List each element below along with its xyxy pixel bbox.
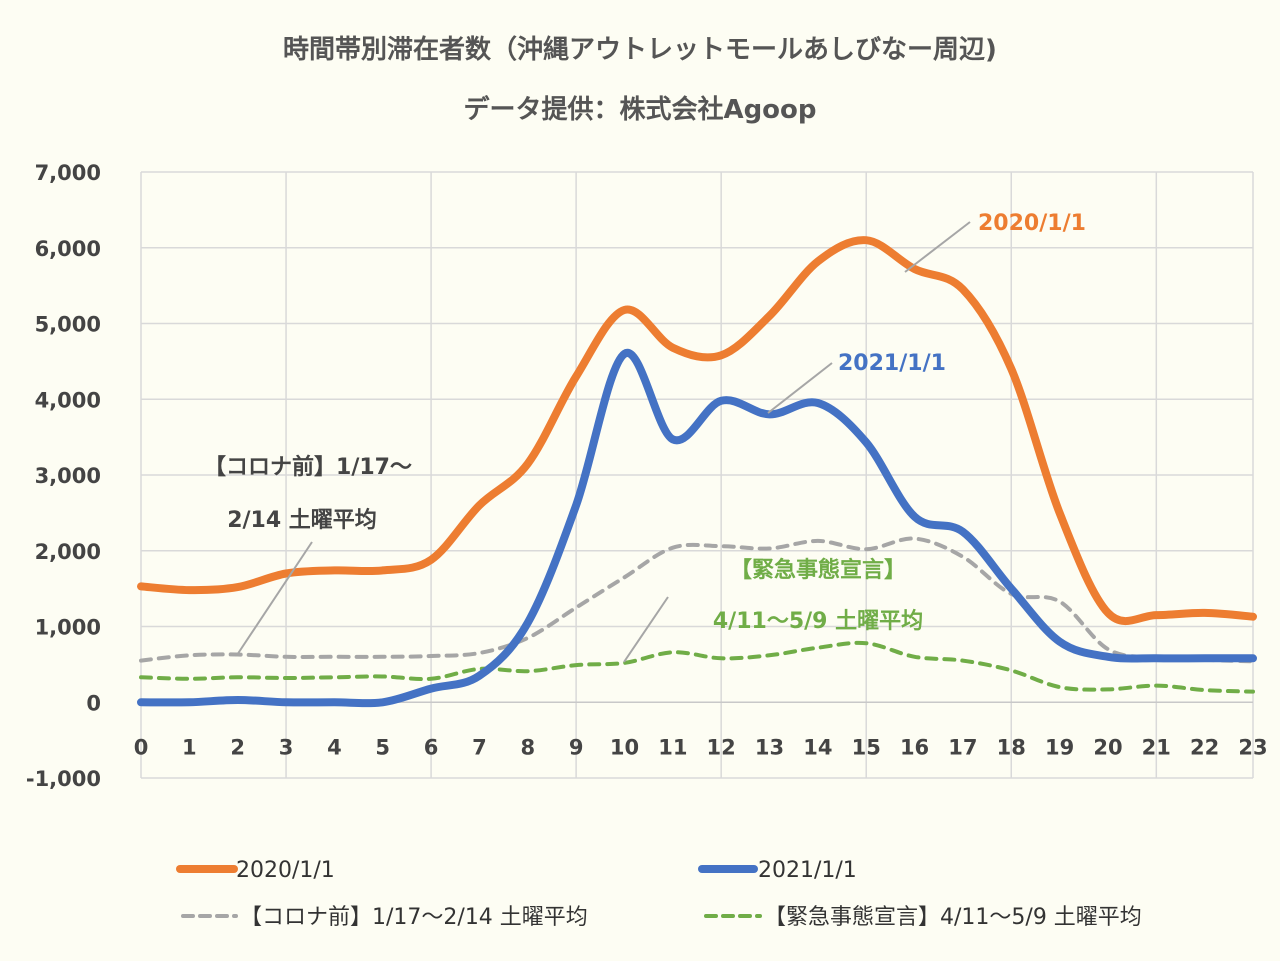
series-line-green — [139, 640, 1255, 694]
legend-item-emergency: 【緊急事態宣言】4/11～5/9 土曜平均 — [704, 905, 1142, 930]
x-tick-label: 17 — [948, 735, 977, 759]
x-tick-label: 23 — [1238, 735, 1267, 759]
series-line-blue — [137, 349, 1257, 708]
x-tick-label: 21 — [1142, 735, 1171, 759]
annotation-precovid: 【コロナ前】1/17～ 2/14 土曜平均 — [204, 454, 412, 656]
axes: 7,000 6,000 5,000 4,000 3,000 2,000 1,000 0 -1,0… — [26, 161, 1268, 791]
x-tick-label: 6 — [424, 735, 439, 759]
y-tick-label: 3,000 — [35, 464, 101, 488]
x-tick-label: 15 — [852, 735, 881, 759]
chart-subtitle: データ提供：株式会社Agoop — [463, 94, 816, 125]
annotation-emergency: 【緊急事態宣言】 4/11～5/9 土曜平均 — [623, 557, 923, 663]
legend-label-2020: 2020/1/1 — [236, 858, 335, 883]
x-tick-label: 0 — [134, 735, 149, 759]
x-tick-label: 9 — [569, 735, 584, 759]
x-tick-label: 11 — [658, 735, 687, 759]
x-tick-label: 8 — [520, 735, 535, 759]
y-tick-label: 7,000 — [35, 161, 101, 185]
annotation-2020: 2020/1/1 — [904, 211, 1086, 273]
legend-item-2020: 2020/1/1 — [176, 858, 335, 883]
x-tick-label: 14 — [803, 735, 832, 759]
legend: 2020/1/1 2021/1/1 【コロナ前】1/17～2/14 土曜平均 【… — [176, 858, 1142, 930]
y-tick-label: 2,000 — [35, 540, 101, 564]
y-tick-label: 6,000 — [35, 237, 101, 261]
series-line-orange — [137, 236, 1257, 626]
x-tick-label: 20 — [1093, 735, 1122, 759]
series-line-gray — [139, 536, 1255, 664]
x-tick-label: 13 — [755, 735, 784, 759]
x-tick-label: 18 — [997, 735, 1026, 759]
leader-line-2020 — [904, 221, 971, 273]
annotation-precovid-line1: 【コロナ前】1/17～ — [204, 454, 412, 480]
y-tick-label: -1,000 — [26, 767, 101, 791]
x-tick-label: 19 — [1045, 735, 1074, 759]
leader-line-precovid — [236, 541, 313, 656]
legend-label-2021: 2021/1/1 — [758, 858, 857, 883]
annotation-emergency-line1: 【緊急事態宣言】 — [730, 557, 906, 583]
y-tick-label: 0 — [86, 691, 101, 715]
annotation-2021: 2021/1/1 — [767, 351, 946, 414]
annotation-precovid-line2: 2/14 土曜平均 — [227, 507, 377, 533]
chart-title: 時間帯別滞在者数（沖縄アウトレットモールあしびなー周辺) — [283, 35, 997, 65]
x-tick-label: 5 — [375, 735, 390, 759]
x-tick-label: 22 — [1190, 735, 1219, 759]
legend-label-emergency: 【緊急事態宣言】4/11～5/9 土曜平均 — [764, 905, 1142, 930]
legend-item-precovid: 【コロナ前】1/17～2/14 土曜平均 — [181, 905, 588, 930]
x-tick-label: 4 — [327, 735, 342, 759]
x-tick-label: 16 — [900, 735, 929, 759]
x-tick-label: 7 — [472, 735, 487, 759]
y-tick-label: 1,000 — [35, 616, 101, 640]
leader-line-emergency — [623, 596, 669, 663]
x-tick-label: 10 — [610, 735, 639, 759]
series-lines — [137, 236, 1257, 708]
annotation-2021-label: 2021/1/1 — [838, 351, 946, 376]
legend-label-precovid: 【コロナ前】1/17～2/14 土曜平均 — [240, 905, 588, 930]
leader-line-2021 — [767, 362, 833, 414]
annotation-2020-label: 2020/1/1 — [978, 211, 1086, 236]
x-tick-label: 1 — [182, 735, 197, 759]
y-tick-label: 4,000 — [35, 388, 101, 412]
x-tick-label: 3 — [279, 735, 294, 759]
legend-item-2021: 2021/1/1 — [698, 858, 857, 883]
x-tick-label: 2 — [230, 735, 245, 759]
x-tick-label: 12 — [707, 735, 736, 759]
y-tick-label: 5,000 — [35, 313, 101, 337]
annotation-emergency-line2: 4/11～5/9 土曜平均 — [713, 608, 923, 634]
